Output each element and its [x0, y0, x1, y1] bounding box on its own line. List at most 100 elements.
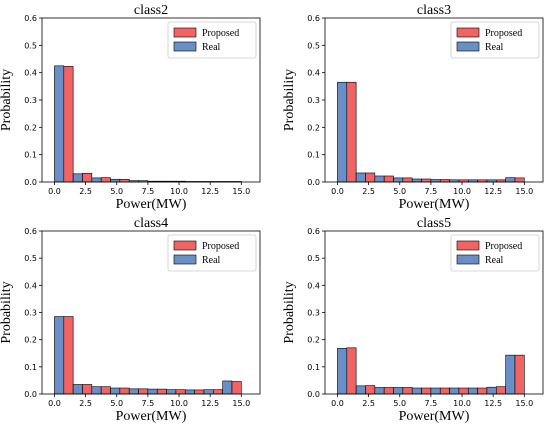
- legend: Proposed Real: [167, 234, 257, 272]
- bar-real: [505, 354, 516, 395]
- x-axis-label: Power(MW): [116, 197, 187, 212]
- subplot-title: class3: [417, 3, 451, 18]
- bar-proposed: [439, 387, 450, 395]
- x-tick-label: 12.5: [484, 399, 502, 408]
- legend-label-proposed: Proposed: [485, 28, 522, 39]
- bar-proposed: [421, 178, 432, 183]
- bar-real: [337, 348, 348, 395]
- y-tick-label: 0.4: [307, 69, 320, 78]
- legend-swatch-real: [456, 41, 480, 52]
- legend-swatch-real: [173, 41, 197, 52]
- bar-real: [147, 388, 158, 395]
- bar-real: [355, 172, 366, 183]
- y-tick-label: 0.1: [307, 363, 320, 372]
- y-tick-label: 0.6: [307, 227, 320, 236]
- bar-real: [374, 387, 385, 395]
- bar-proposed: [383, 387, 394, 395]
- bar-proposed: [63, 316, 74, 395]
- x-tick-label: 7.5: [425, 399, 438, 408]
- bar-proposed: [100, 386, 111, 395]
- bar-real: [505, 177, 516, 183]
- bar-proposed: [82, 384, 93, 395]
- y-tick-label: 0.1: [24, 151, 37, 160]
- x-tick-label: 15.0: [515, 399, 533, 408]
- bar-real: [449, 387, 460, 395]
- bar-real: [486, 386, 497, 395]
- x-tick-label: 7.5: [142, 399, 155, 408]
- y-tick-label: 0.0: [24, 390, 37, 399]
- y-tick-label: 0.6: [24, 14, 37, 23]
- bar-proposed: [402, 177, 413, 183]
- legend-swatch-proposed: [173, 27, 197, 38]
- x-tick-label: 5.0: [110, 187, 123, 196]
- x-tick-label: 7.5: [142, 187, 155, 196]
- x-tick-label: 5.0: [110, 399, 123, 408]
- y-axis-label: Probability: [282, 69, 297, 131]
- x-tick-label: 7.5: [425, 187, 438, 196]
- bar-real: [72, 384, 83, 395]
- bar-real: [430, 387, 441, 395]
- subplot-title: class5: [417, 216, 451, 231]
- subplot-title: class4: [134, 216, 168, 231]
- x-tick-label: 15.0: [232, 187, 250, 196]
- bar-proposed: [82, 172, 93, 183]
- x-tick-label: 5.0: [393, 399, 406, 408]
- bar-proposed: [119, 387, 130, 395]
- legend: Proposed Real: [450, 234, 540, 272]
- bar-real: [467, 387, 478, 395]
- x-tick-label: 2.5: [362, 187, 375, 196]
- legend: Proposed Real: [167, 21, 257, 59]
- y-tick-label: 0.5: [307, 41, 320, 50]
- y-tick-label: 0.5: [24, 254, 37, 263]
- y-tick-label: 0.2: [24, 123, 37, 132]
- y-tick-label: 0.1: [24, 363, 37, 372]
- bar-real: [184, 389, 195, 395]
- subplot-title: class2: [134, 3, 168, 18]
- x-tick-label: 10.0: [453, 187, 471, 196]
- bar-real: [91, 177, 102, 183]
- bar-real: [355, 385, 366, 395]
- bar-real: [222, 380, 233, 395]
- x-tick-label: 2.5: [362, 399, 375, 408]
- bar-proposed: [346, 347, 357, 395]
- bar-real: [393, 177, 404, 183]
- bar-proposed: [346, 81, 357, 183]
- x-tick-label: 10.0: [170, 399, 188, 408]
- bar-real: [393, 387, 404, 395]
- bar-real: [411, 387, 422, 395]
- y-tick-label: 0.2: [307, 123, 320, 132]
- x-tick-label: 2.5: [79, 399, 92, 408]
- legend-swatch-proposed: [456, 240, 480, 251]
- legend-label-proposed: Proposed: [202, 28, 239, 39]
- x-axis-label: Power(MW): [116, 409, 187, 424]
- x-tick-label: 12.5: [201, 399, 219, 408]
- y-axis-label: Probability: [282, 281, 297, 343]
- bar-proposed: [365, 172, 376, 183]
- legend-label-real: Real: [485, 42, 504, 53]
- x-tick-label: 12.5: [484, 187, 502, 196]
- legend-swatch-real: [456, 254, 480, 265]
- bar-proposed: [119, 178, 130, 183]
- y-axis-label: Probability: [0, 69, 14, 131]
- legend-swatch-real: [173, 254, 197, 265]
- bar-real: [110, 178, 121, 183]
- bar-real: [110, 387, 121, 395]
- bar-real: [374, 175, 385, 183]
- y-tick-label: 0.5: [24, 41, 37, 50]
- y-tick-label: 0.0: [307, 390, 320, 399]
- y-tick-label: 0.3: [24, 309, 37, 318]
- legend-label-real: Real: [485, 255, 504, 266]
- subplot-class5: 0.0 0.1 0.2 0.3 0.4 0.5 0.6 0.0 2.5 5.0 7.5 10.0 12.…: [282, 216, 544, 424]
- x-tick-label: 0.0: [331, 187, 344, 196]
- bar-real: [91, 386, 102, 395]
- bar-proposed: [477, 387, 488, 395]
- y-axis-label: Probability: [0, 281, 14, 343]
- bar-proposed: [63, 66, 74, 183]
- bar-proposed: [421, 387, 432, 395]
- bar-real: [54, 316, 65, 395]
- x-tick-label: 0.0: [331, 399, 344, 408]
- y-tick-label: 0.3: [307, 96, 320, 105]
- bar-proposed: [458, 387, 469, 395]
- legend-label-proposed: Proposed: [202, 241, 239, 252]
- subplot-class4: 0.0 0.1 0.2 0.3 0.4 0.5 0.6 0.0 2.5 5.0 7.5 10.0 12.…: [0, 216, 261, 424]
